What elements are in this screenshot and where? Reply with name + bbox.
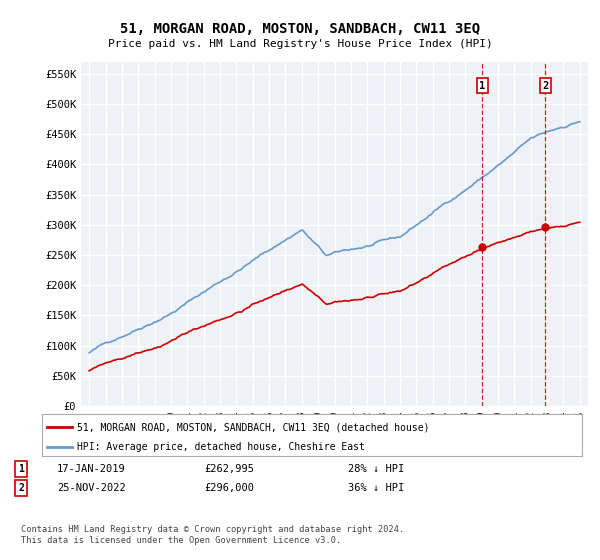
Text: 51, MORGAN ROAD, MOSTON, SANDBACH, CW11 3EQ: 51, MORGAN ROAD, MOSTON, SANDBACH, CW11 … [120,22,480,36]
Text: 1: 1 [18,464,24,474]
Text: Price paid vs. HM Land Registry's House Price Index (HPI): Price paid vs. HM Land Registry's House … [107,39,493,49]
Text: £262,995: £262,995 [204,464,254,474]
Text: 28% ↓ HPI: 28% ↓ HPI [348,464,404,474]
Text: 2: 2 [542,81,548,91]
Text: 2: 2 [18,483,24,493]
Text: 51, MORGAN ROAD, MOSTON, SANDBACH, CW11 3EQ (detached house): 51, MORGAN ROAD, MOSTON, SANDBACH, CW11 … [77,422,430,432]
Text: HPI: Average price, detached house, Cheshire East: HPI: Average price, detached house, Ches… [77,442,365,452]
Text: 25-NOV-2022: 25-NOV-2022 [57,483,126,493]
Text: 1: 1 [479,81,485,91]
Text: 17-JAN-2019: 17-JAN-2019 [57,464,126,474]
Text: 36% ↓ HPI: 36% ↓ HPI [348,483,404,493]
Text: Contains HM Land Registry data © Crown copyright and database right 2024.
This d: Contains HM Land Registry data © Crown c… [21,525,404,545]
Text: £296,000: £296,000 [204,483,254,493]
